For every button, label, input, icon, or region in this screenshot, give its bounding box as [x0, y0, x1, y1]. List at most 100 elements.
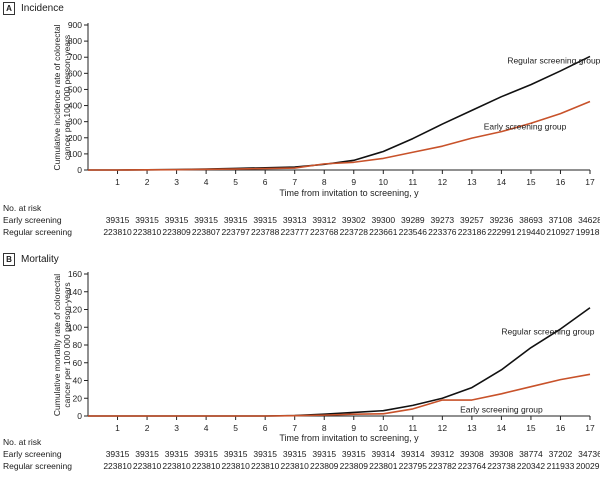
- x-tick-label: 9: [351, 423, 356, 433]
- x-tick-label: 6: [263, 177, 268, 187]
- x-axis-label: Time from invitation to screening, y: [279, 433, 419, 443]
- x-tick-label: 6: [263, 423, 268, 433]
- at-risk-early-value: 39289: [400, 215, 425, 225]
- at-risk-regular-value: 223797: [221, 227, 250, 237]
- y-axis-label: Cumulative mortality rate of colorectal c…: [52, 274, 72, 416]
- y-tick-label: 160: [68, 269, 82, 279]
- x-tick-label: 1: [115, 177, 120, 187]
- at-risk-regular-value: 199189: [575, 227, 600, 237]
- at-risk-regular-value: 223764: [457, 461, 487, 471]
- x-tick-label: 11: [408, 423, 417, 433]
- at-risk-regular-value: 223661: [369, 227, 398, 237]
- at-risk-regular-value: 223810: [162, 461, 191, 471]
- at-risk-regular-value: 223810: [103, 227, 132, 237]
- x-tick-label: 8: [322, 177, 327, 187]
- at-risk-regular-value: 223810: [132, 461, 162, 471]
- at-risk-regular-value: 223807: [191, 227, 221, 237]
- at-risk-regular-value: 223809: [339, 461, 368, 471]
- at-risk-regular-value: 223809: [162, 227, 191, 237]
- at-risk-early-value: 39315: [105, 449, 130, 459]
- y-axis-label-line-2: cancer per 100 000 person-years: [62, 282, 72, 407]
- at-risk-regular-value: 223795: [398, 461, 427, 471]
- x-tick-label: 14: [497, 423, 507, 433]
- at-risk-regular-value: 223810: [280, 461, 309, 471]
- at-risk-regular-value: 222991: [487, 227, 516, 237]
- x-tick-label: 13: [467, 423, 477, 433]
- x-tick-label: 15: [526, 423, 536, 433]
- at-risk-regular-value: 223546: [398, 227, 427, 237]
- at-risk-regular-value: 211933: [546, 461, 575, 471]
- at-risk-early-value: 38774: [519, 449, 543, 459]
- panel-a-letter: A: [3, 2, 15, 15]
- at-risk-early-value: 39302: [341, 215, 366, 225]
- at-risk-regular-value: 223810: [221, 461, 250, 471]
- at-risk-early-value: 39236: [489, 215, 514, 225]
- at-risk-regular-value: 223801: [369, 461, 398, 471]
- x-tick-label: 4: [204, 423, 209, 433]
- x-tick-label: 11: [408, 177, 417, 187]
- early-screening-annotation: Early screening group: [460, 404, 543, 414]
- x-tick-label: 16: [556, 423, 566, 433]
- at-risk-early-value: 39315: [164, 449, 189, 459]
- at-risk-early-value: 39315: [253, 449, 277, 459]
- y-tick-label: 100: [68, 322, 82, 332]
- x-tick-label: 7: [292, 177, 297, 187]
- at-risk-early-label: Early screening: [3, 215, 62, 225]
- regular-screening-line: [88, 307, 591, 417]
- x-tick-label: 13: [467, 177, 477, 187]
- x-tick-label: 12: [438, 177, 448, 187]
- x-tick-label: 17: [585, 423, 595, 433]
- at-risk-early-value: 39313: [282, 215, 307, 225]
- x-tick-label: 14: [497, 177, 507, 187]
- y-tick-label: 40: [73, 376, 83, 386]
- at-risk-early-value: 39312: [312, 215, 337, 225]
- at-risk-early-value: 39315: [135, 449, 159, 459]
- at-risk-early-value: 39300: [371, 215, 396, 225]
- at-risk-early-value: 39315: [164, 215, 189, 225]
- at-risk-early-value: 37202: [548, 449, 573, 459]
- regular-screening-line: [88, 55, 591, 171]
- x-tick-label: 1: [115, 423, 120, 433]
- y-tick-label: 80: [73, 340, 83, 350]
- at-risk-early-value: 39308: [460, 449, 484, 459]
- y-tick-label: 60: [73, 358, 83, 368]
- regular-screening-annotation: Regular screening group: [507, 56, 600, 66]
- mortality-at-risk-table: No. at risk Early screening Regular scre…: [0, 437, 600, 477]
- at-risk-early-value: 34628: [578, 215, 600, 225]
- at-risk-regular-value: 223728: [339, 227, 368, 237]
- x-tick-label: 2: [145, 177, 150, 187]
- at-risk-regular-value: 223809: [310, 461, 339, 471]
- x-tick-label: 17: [585, 177, 595, 187]
- at-risk-regular-value: 223810: [103, 461, 132, 471]
- at-risk-regular-value: 223810: [132, 227, 162, 237]
- y-axis-label: Cumulative incidence rate of colorectal c…: [52, 24, 72, 170]
- y-tick-label: 500: [68, 84, 82, 94]
- regular-screening-annotation: Regular screening group: [501, 326, 594, 336]
- at-risk-regular-value: 223782: [428, 461, 457, 471]
- x-tick-label: 3: [174, 177, 179, 187]
- at-risk-early-value: 39315: [223, 215, 248, 225]
- at-risk-early-value: 39315: [282, 449, 307, 459]
- x-tick-label: 4: [204, 177, 209, 187]
- x-tick-label: 10: [379, 423, 389, 433]
- y-tick-label: 0: [77, 165, 82, 175]
- at-risk-regular-label: Regular screening: [3, 227, 72, 237]
- at-risk-regular-value: 223810: [250, 461, 280, 471]
- x-axis-label: Time from invitation to screening, y: [279, 188, 419, 198]
- x-tick-label: 10: [379, 177, 389, 187]
- y-tick-label: 700: [68, 52, 82, 62]
- at-risk-regular-label: Regular screening: [3, 461, 72, 471]
- at-risk-regular-value: 223777: [280, 227, 309, 237]
- at-risk-early-value: 39315: [253, 215, 277, 225]
- x-tick-label: 9: [351, 177, 356, 187]
- early-screening-annotation: Early screening group: [484, 122, 567, 132]
- at-risk-early-label: Early screening: [3, 449, 62, 459]
- at-risk-early-value: 39315: [194, 449, 218, 459]
- y-tick-label: 900: [68, 20, 82, 30]
- y-tick-label: 800: [68, 36, 82, 46]
- x-tick-label: 7: [292, 423, 297, 433]
- at-risk-early-value: 39315: [105, 215, 130, 225]
- y-tick-label: 200: [68, 133, 82, 143]
- y-axis-label-line-1: Cumulative mortality rate of colorectal: [52, 274, 62, 416]
